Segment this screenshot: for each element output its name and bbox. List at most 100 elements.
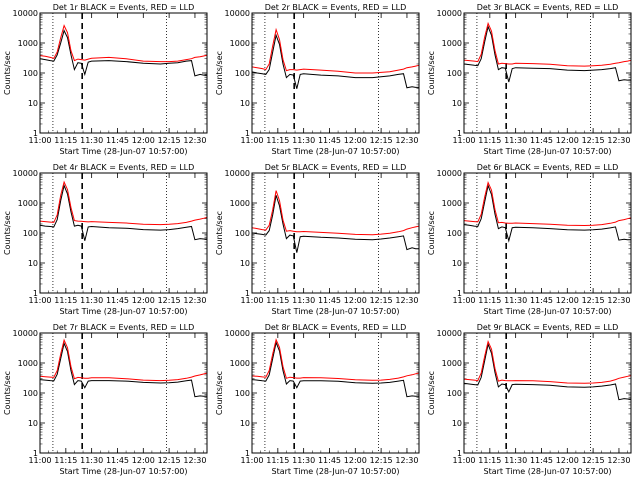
x-tick-label: 12:00	[132, 296, 155, 305]
panel-4: Det 4r BLACK = Events, RED = LLD Counts/s…	[3, 163, 208, 316]
y-tick-label: 10	[452, 259, 462, 268]
x-tick-label: 11:30	[292, 456, 315, 465]
x-tick-label: 11:15	[54, 296, 77, 305]
y-tick-label: 10000	[437, 9, 462, 18]
events-series-line	[39, 29, 207, 77]
plot-frame	[463, 12, 632, 134]
x-tick-label: 11:30	[80, 456, 103, 465]
x-tick-label: 11:30	[80, 296, 103, 305]
y-axis-label: Counts/sec	[427, 51, 436, 95]
panel-2: Det 2r BLACK = Events, RED = LLD Counts/s…	[215, 3, 420, 156]
y-tick-label: 1	[245, 449, 250, 458]
x-tick-label: 11:15	[54, 136, 77, 145]
x-tick-label: 12:30	[607, 136, 630, 145]
x-tick-label: 11:00	[452, 296, 475, 305]
x-tick-label: 11:45	[106, 136, 129, 145]
y-axis-label: Counts/sec	[427, 371, 436, 415]
x-tick-label: 12:15	[370, 456, 393, 465]
y-axis-label: Counts/sec	[427, 211, 436, 255]
x-tick-label: 11:00	[240, 136, 263, 145]
x-tick-label: 11:45	[106, 456, 129, 465]
y-tick-label: 1000	[442, 39, 462, 48]
x-tick-label: 11:45	[318, 136, 341, 145]
y-tick-label: 10000	[437, 329, 462, 338]
x-tick-label: 12:15	[158, 136, 181, 145]
plot-frame	[39, 172, 208, 294]
x-tick-label: 11:30	[504, 136, 527, 145]
x-tick-label: 11:45	[318, 296, 341, 305]
y-tick-label: 1000	[18, 359, 38, 368]
plot-frame	[39, 12, 208, 134]
y-tick-label: 1	[33, 449, 38, 458]
y-tick-label: 100	[23, 69, 38, 78]
panel-title: Det 4r BLACK = Events, RED = LLD	[53, 163, 195, 172]
lld-series-line	[463, 339, 632, 384]
panel-1: Det 1r BLACK = Events, RED = LLD Counts/s…	[3, 3, 208, 156]
x-tick-label: 11:15	[54, 456, 77, 465]
x-tick-label: 11:00	[28, 456, 51, 465]
x-tick-label: 12:30	[607, 456, 630, 465]
plot-frame	[463, 332, 632, 454]
x-tick-label: 11:15	[478, 456, 501, 465]
x-tick-label: 12:00	[344, 456, 367, 465]
x-axis-label: Start Time (28-Jun-07 10:57:00)	[484, 147, 612, 156]
events-series-line	[463, 25, 631, 83]
x-tick-label: 12:30	[607, 296, 630, 305]
y-tick-label: 1	[457, 449, 462, 458]
x-tick-label: 12:00	[344, 136, 367, 145]
panel-3: Det 3r BLACK = Events, RED = LLD Counts/s…	[427, 3, 632, 156]
y-tick-label: 1	[245, 129, 250, 138]
events-series-line	[463, 183, 631, 243]
x-tick-label: 11:45	[318, 456, 341, 465]
x-tick-label: 11:45	[530, 136, 553, 145]
lld-series-line	[463, 21, 632, 67]
panel-6: Det 6r BLACK = Events, RED = LLD Counts/s…	[427, 163, 632, 316]
y-tick-label: 10000	[13, 9, 38, 18]
x-axis-label: Start Time (28-Jun-07 10:57:00)	[484, 307, 612, 316]
panel-title: Det 6r BLACK = Events, RED = LLD	[477, 163, 619, 172]
x-tick-label: 12:15	[582, 136, 605, 145]
lld-series-line	[39, 338, 208, 382]
y-tick-label: 1	[245, 289, 250, 298]
lld-series-line	[251, 190, 420, 236]
panel-title: Det 7r BLACK = Events, RED = LLD	[53, 323, 195, 332]
lld-series-line	[251, 27, 420, 74]
x-tick-label: 11:30	[504, 296, 527, 305]
x-tick-label: 12:00	[556, 296, 579, 305]
y-tick-label: 1	[33, 129, 38, 138]
events-series-line	[463, 342, 631, 401]
x-tick-label: 11:00	[240, 456, 263, 465]
x-tick-label: 11:00	[28, 296, 51, 305]
y-tick-label: 10	[240, 419, 250, 428]
lld-series-line	[251, 338, 420, 381]
y-tick-label: 1	[457, 289, 462, 298]
x-tick-label: 11:45	[106, 296, 129, 305]
y-tick-label: 100	[235, 69, 250, 78]
lld-series-line	[39, 24, 208, 63]
panel-5: Det 5r BLACK = Events, RED = LLD Counts/s…	[215, 163, 420, 316]
x-tick-label: 11:30	[292, 296, 315, 305]
x-axis-label: Start Time (28-Jun-07 10:57:00)	[60, 147, 188, 156]
events-series-line	[251, 340, 419, 398]
x-tick-label: 11:00	[452, 136, 475, 145]
x-tick-label: 12:30	[395, 296, 418, 305]
x-axis-label: Start Time (28-Jun-07 10:57:00)	[272, 147, 400, 156]
panel-9: Det 9r BLACK = Events, RED = LLD Counts/s…	[427, 323, 632, 476]
y-tick-label: 10000	[437, 169, 462, 178]
x-tick-label: 12:30	[395, 456, 418, 465]
x-tick-label: 12:00	[132, 136, 155, 145]
y-tick-label: 1000	[442, 199, 462, 208]
y-tick-label: 1	[33, 289, 38, 298]
y-tick-label: 10	[28, 99, 38, 108]
y-tick-label: 1000	[18, 199, 38, 208]
y-tick-label: 10000	[13, 169, 38, 178]
x-axis-label: Start Time (28-Jun-07 10:57:00)	[60, 467, 188, 476]
y-tick-label: 10000	[13, 329, 38, 338]
x-tick-label: 12:00	[556, 136, 579, 145]
panel-8: Det 8r BLACK = Events, RED = LLD Counts/s…	[215, 323, 420, 476]
y-tick-label: 100	[447, 389, 462, 398]
x-axis-label: Start Time (28-Jun-07 10:57:00)	[272, 467, 400, 476]
x-tick-label: 11:00	[28, 136, 51, 145]
x-tick-label: 12:15	[158, 456, 181, 465]
